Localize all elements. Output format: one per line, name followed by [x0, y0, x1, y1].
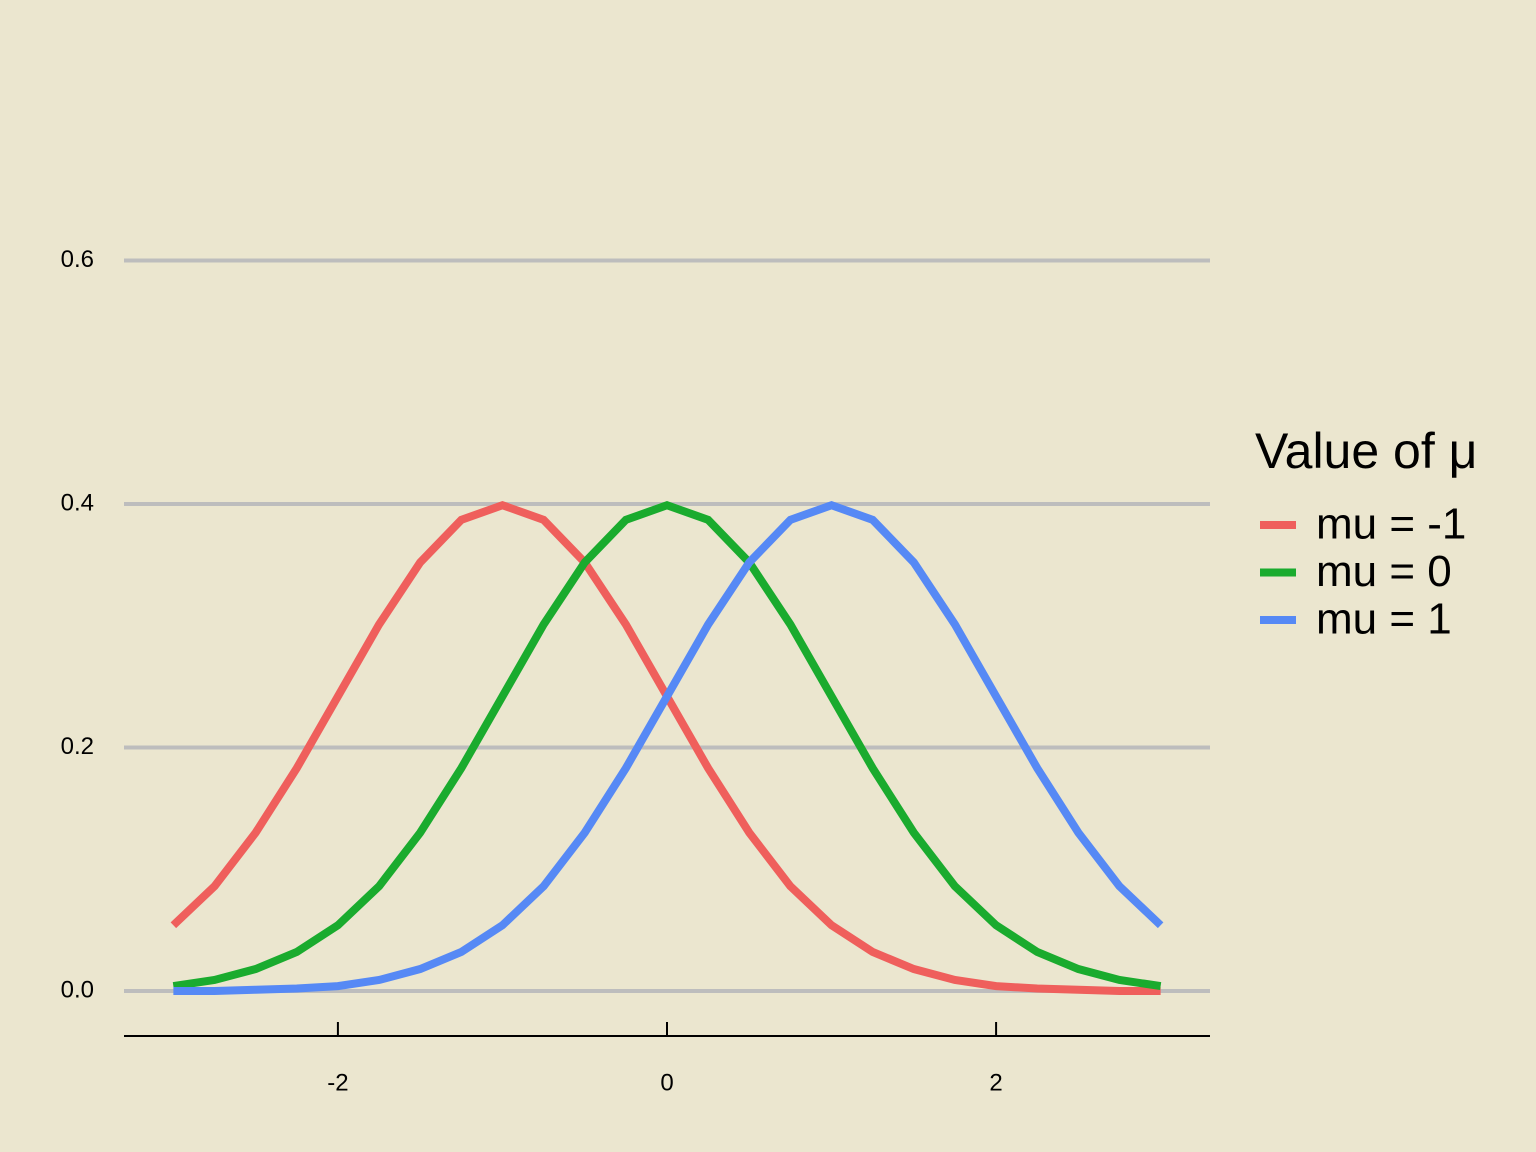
- legend-label: mu = -1: [1316, 500, 1466, 549]
- legend-label: mu = 0: [1316, 547, 1452, 596]
- y-tick-label: 0.4: [61, 489, 94, 516]
- y-tick-label: 0.0: [61, 976, 94, 1003]
- y-tick-label: 0.6: [61, 246, 94, 273]
- x-tick-label: -2: [327, 1069, 348, 1096]
- legend-title: Value of μ: [1255, 423, 1477, 479]
- y-tick-label: 0.2: [61, 733, 94, 760]
- x-tick-label: 2: [989, 1069, 1002, 1096]
- line: [173, 500, 1164, 995]
- line: [172, 500, 1162, 991]
- legend-label: mu = 1: [1316, 595, 1452, 644]
- x-tick-label: 0: [660, 1069, 673, 1096]
